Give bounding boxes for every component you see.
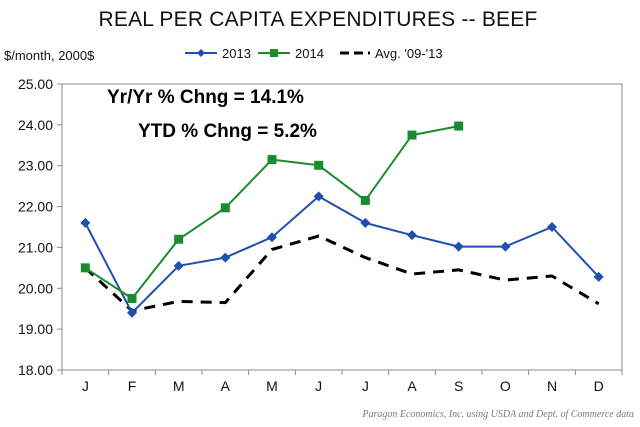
data-point-2014 [80,263,90,273]
data-point-2013 [220,252,231,263]
x-tick-label: A [407,378,417,394]
chart-title: REAL PER CAPITA EXPENDITURES -- BEEF [99,8,538,31]
data-point-2013 [453,241,464,252]
x-tick-label: O [500,378,511,394]
series-line [84,234,600,313]
legend: 2013 2014 Avg. '09-'13 [185,46,443,61]
data-point-2014 [407,130,417,140]
x-tick-label: N [547,378,557,394]
data-point-2013 [313,191,324,202]
data-point-2013 [500,241,511,252]
y-tick-label: 19.00 [18,321,53,337]
x-tick-label: A [221,378,231,394]
legend-item-2013: 2013 [185,46,251,61]
data-point-2013 [593,271,604,282]
data-point-2014 [220,203,230,213]
data-point-2014 [360,195,370,205]
series-2014 [80,121,464,303]
x-tick-label: M [266,378,278,394]
series-avg-09-13 [84,234,600,313]
data-point-2013 [547,222,557,232]
x-tick-label: M [173,378,185,394]
series-2013 [80,191,604,318]
series-layer [80,121,604,318]
y-tick-label: 20.00 [18,280,53,296]
data-point-2013 [127,307,137,318]
x-tick-label: D [594,378,604,394]
data-point-2013 [173,260,184,271]
y-tick-label: 23.00 [18,158,53,174]
data-point-2014 [127,294,137,303]
x-tick-label: J [82,378,89,394]
y-axis: 18.00 19.00 20.00 21.00 22.00 23.00 24.00 25.00 [18,76,62,378]
annotation-yr-yr-change: Yr/Yr % Chng = 14.1% [107,87,304,108]
data-point-2014 [267,155,277,165]
series-line [84,195,600,314]
legend-label: Avg. '09-'13 [375,46,443,61]
y-tick-label: 21.00 [18,239,53,255]
annotation-ytd-change: YTD % Chng = 5.2% [138,121,317,142]
data-point-2014 [314,160,324,170]
y-tick-label: 22.00 [18,199,53,215]
y-axis-label: $/month, 2000$ [4,48,95,63]
y-tick-label: 24.00 [18,117,53,133]
legend-item-2014: 2014 [258,46,324,61]
x-tick-label: J [315,378,322,394]
data-point-2013 [267,232,277,243]
x-tick-label: F [128,378,137,394]
data-point-2014 [454,121,464,131]
series-line [84,125,459,300]
data-point-2014 [174,234,184,244]
legend-label: 2014 [295,46,324,61]
x-tick-label: S [454,378,463,394]
y-tick-label: 25.00 [18,76,53,92]
legend-marker [270,49,278,57]
legend-marker [197,49,205,57]
data-point-2013 [360,217,371,228]
legend-item-avg-09-13: Avg. '09-'13 [340,46,443,61]
data-point-2013 [407,230,417,241]
y-tick-label: 18.00 [18,362,53,378]
source-note: Paragon Economics, Inc. using USDA and D… [361,409,634,420]
x-tick-label: J [362,378,369,394]
legend-label: 2013 [222,46,251,61]
data-point-2013 [80,217,91,228]
